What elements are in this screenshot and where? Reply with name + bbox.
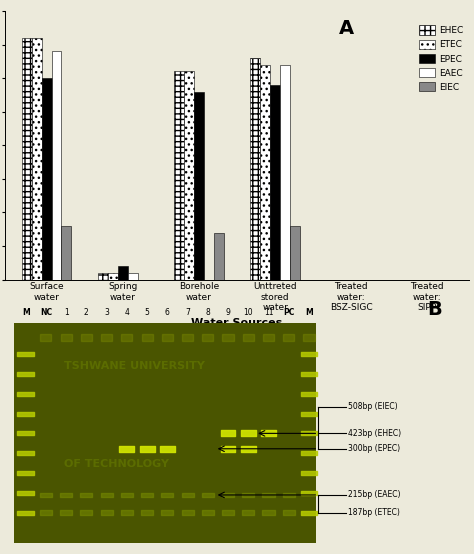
Bar <box>174 71 184 280</box>
Text: 5: 5 <box>145 308 149 317</box>
Text: 10: 10 <box>244 308 253 317</box>
Bar <box>118 266 128 280</box>
Bar <box>62 226 72 280</box>
Text: A: A <box>339 19 355 38</box>
Text: PC: PC <box>283 308 294 317</box>
Bar <box>270 85 280 280</box>
Bar <box>184 71 194 280</box>
Text: 8: 8 <box>205 308 210 317</box>
Text: 6: 6 <box>165 308 170 317</box>
Bar <box>250 58 260 280</box>
Text: 423bp (EHEC): 423bp (EHEC) <box>348 429 401 438</box>
Bar <box>280 65 290 280</box>
Text: 215bp (EAEC): 215bp (EAEC) <box>348 490 401 500</box>
Text: 187bp (ETEC): 187bp (ETEC) <box>348 508 401 517</box>
Bar <box>214 233 224 280</box>
Text: 1: 1 <box>64 308 69 317</box>
Text: 3: 3 <box>104 308 109 317</box>
Bar <box>42 78 52 280</box>
Text: B: B <box>428 300 442 320</box>
Bar <box>98 273 108 280</box>
Text: M: M <box>305 308 313 317</box>
Bar <box>290 226 300 280</box>
Bar <box>14 324 316 543</box>
Bar <box>32 38 42 280</box>
Text: 300bp (EPEC): 300bp (EPEC) <box>348 444 401 453</box>
Text: NC: NC <box>40 308 52 317</box>
Bar <box>260 65 270 280</box>
Text: 9: 9 <box>226 308 230 317</box>
Bar <box>108 273 118 280</box>
Text: 11: 11 <box>264 308 273 317</box>
Text: 4: 4 <box>124 308 129 317</box>
Text: TSHWANE UNIVERSITY: TSHWANE UNIVERSITY <box>64 361 205 371</box>
Text: 2: 2 <box>84 308 89 317</box>
X-axis label: Water Sources: Water Sources <box>191 318 283 328</box>
Text: 7: 7 <box>185 308 190 317</box>
Bar <box>22 38 32 280</box>
Text: M: M <box>22 308 29 317</box>
Bar <box>194 91 204 280</box>
Text: 508bp (EIEC): 508bp (EIEC) <box>348 403 398 412</box>
Text: OF TECHNOLOGY: OF TECHNOLOGY <box>64 459 169 469</box>
Bar <box>128 273 137 280</box>
Bar <box>52 52 62 280</box>
Legend: EHEC, ETEC, EPEC, EAEC, EIEC: EHEC, ETEC, EPEC, EAEC, EIEC <box>417 24 465 94</box>
